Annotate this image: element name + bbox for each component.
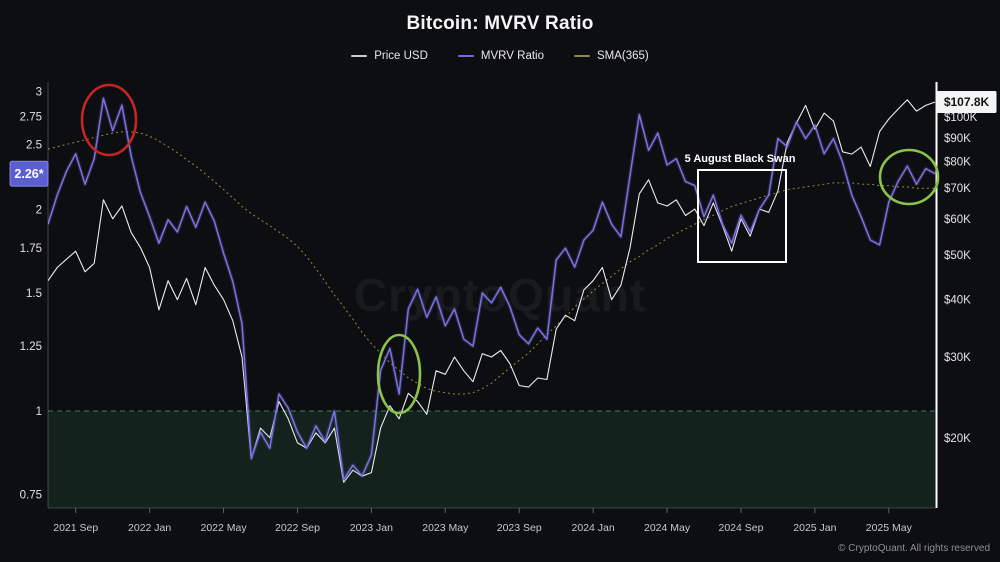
black-swan-label: 5 August Black Swan: [685, 153, 796, 165]
x-axis-tick-label: 2022 Sep: [275, 522, 320, 534]
sma-365-line: [48, 131, 935, 395]
mvrv-line-swatch: [457, 55, 474, 57]
right-axis-tick-label: $70K: [944, 183, 971, 195]
right-axis-tick-label: $40K: [944, 295, 971, 307]
x-axis-tick-label: 2024 Jan: [572, 522, 615, 534]
legend-label: SMA(365): [596, 50, 649, 62]
legend-label: MVRV Ratio: [480, 50, 544, 62]
left-axis-tick-label: 2.5: [26, 139, 42, 151]
left-axis-tick-label: 2: [36, 204, 42, 216]
price-usd-line: [48, 99, 936, 483]
x-axis-tick-label: 2023 May: [422, 522, 469, 534]
left-axis-tick-label: 1: [36, 406, 42, 418]
right-axis-tick-label: $60K: [944, 214, 971, 226]
x-axis-tick-label: 2023 Jan: [350, 522, 393, 534]
price-line-swatch: [351, 55, 368, 57]
left-axis-tick-label: 3: [36, 86, 42, 98]
sma-line-swatch: [573, 55, 590, 57]
right-axis-tick-label: $20K: [944, 433, 971, 445]
x-axis-tick-label: 2025 May: [866, 522, 913, 534]
x-axis-tick-label: 2022 May: [200, 522, 247, 534]
right-axis-tick-label: $90K: [944, 133, 971, 145]
plot-area[interactable]: [48, 82, 935, 508]
price-current-badge: $107.8K: [936, 91, 997, 114]
green-circle-annotation-1: [376, 333, 422, 415]
page-title: Bitcoin: MVRV Ratio: [406, 13, 594, 34]
x-axis-tick-label: 2021 Sep: [53, 522, 98, 534]
legend-label: Price USD: [374, 50, 428, 62]
left-axis-tick-label: 1.5: [26, 288, 42, 300]
mvrv-badge-box: [9, 160, 49, 187]
chart-legend: Price USD MVRV Ratio SMA(365): [0, 50, 1000, 62]
mvrv-current-badge: 2.26*: [9, 160, 49, 187]
mvrv-badge-value: 2.26*: [14, 167, 43, 181]
right-axis-tick-label: $100K: [944, 112, 978, 124]
mvrv-ratio-line: [48, 97, 936, 481]
x-axis-tick-label: 2025 Jan: [793, 522, 836, 534]
left-axis-tick-label: 1.75: [20, 243, 42, 255]
price-badge-box: [936, 91, 997, 114]
right-axis-tick-label: $50K: [944, 250, 971, 262]
undervalued-zone: [48, 411, 935, 508]
legend-item-sma-365[interactable]: SMA(365): [573, 50, 649, 62]
price-badge-value: $107.8K: [944, 95, 990, 109]
x-axis-tick-label: 2022 Jan: [128, 522, 171, 534]
right-axis-tick-label: $80K: [944, 156, 971, 168]
right-axis-tick-label: $30K: [944, 352, 971, 364]
series-group: [48, 96, 936, 483]
green-circle-annotation-2: [878, 148, 940, 206]
left-axis-tick-label: 2.75: [20, 112, 42, 124]
legend-item-mvrv-ratio[interactable]: MVRV Ratio: [457, 50, 544, 62]
x-axis-tick-label: 2023 Sep: [497, 522, 542, 534]
x-axis-tick-label: 2024 May: [644, 522, 691, 534]
left-axis-tick-label: 1.25: [20, 341, 42, 353]
copyright-notice: © CryptoQuant. All rights reserved: [838, 543, 990, 554]
left-axis-tick-label: 0.75: [20, 490, 42, 502]
red-circle-annotation: [80, 83, 138, 157]
black-swan-box: [697, 169, 787, 263]
x-axis-tick-label: 2024 Sep: [718, 522, 763, 534]
legend-item-price-usd[interactable]: Price USD: [351, 50, 428, 62]
